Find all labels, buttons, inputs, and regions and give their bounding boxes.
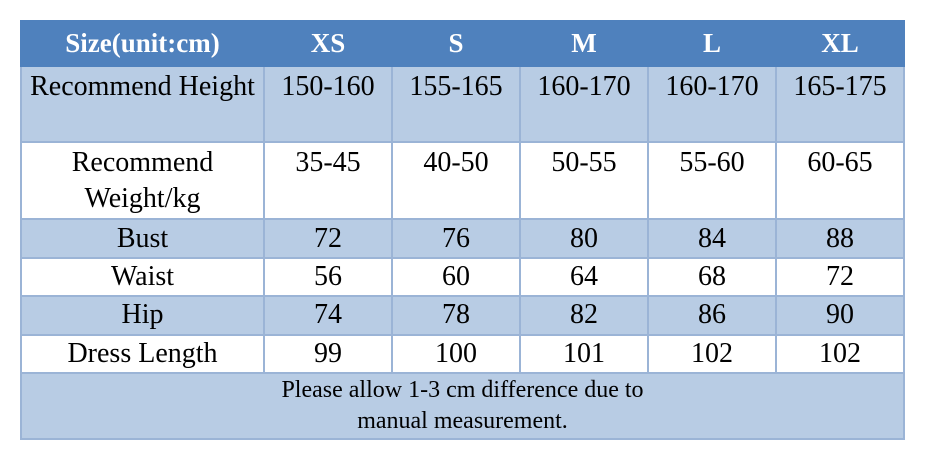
value-cell: 72 <box>775 256 905 298</box>
row-label: Hip <box>20 295 265 336</box>
value-cell: 100 <box>391 333 521 375</box>
value-cell: 101 <box>519 333 649 375</box>
value-cell: 56 <box>263 256 393 298</box>
value-cell: 55-60 <box>647 141 777 221</box>
table-row: Dress Length 99 100 101 102 102 <box>20 333 905 375</box>
value-cell: 160-170 <box>647 64 777 144</box>
table-body: Size(unit:cm) XS S M L XL Recommend Height 150-… <box>20 20 905 440</box>
value-cell: 150-160 <box>263 64 393 144</box>
value-cell: 86 <box>647 295 777 336</box>
header-row: Size(unit:cm) XS S M L XL <box>20 20 905 67</box>
value-cell: 82 <box>519 295 649 336</box>
value-cell: 60 <box>391 256 521 298</box>
table-row: Bust 72 76 80 84 88 <box>20 218 905 259</box>
header-cell: L <box>647 20 777 67</box>
value-cell: 102 <box>775 333 905 375</box>
value-cell: 50-55 <box>519 141 649 221</box>
header-cell: XL <box>775 20 905 67</box>
table-row: Hip 74 78 82 86 90 <box>20 295 905 336</box>
size-table: Size(unit:cm) XS S M L XL Recommend Height 150-… <box>20 20 905 440</box>
note-line: manual measurement. <box>357 408 568 435</box>
value-cell: 64 <box>519 256 649 298</box>
table-row: Recommend Height 150-160 155-165 160-170 160… <box>20 64 905 144</box>
value-cell: 102 <box>647 333 777 375</box>
value-cell: 84 <box>647 218 777 259</box>
value-cell: 78 <box>391 295 521 336</box>
header-cell: S <box>391 20 521 67</box>
value-cell: 90 <box>775 295 905 336</box>
value-cell: 74 <box>263 295 393 336</box>
value-cell: 88 <box>775 218 905 259</box>
value-cell: 35-45 <box>263 141 393 221</box>
value-cell: 160-170 <box>519 64 649 144</box>
value-cell: 60-65 <box>775 141 905 221</box>
row-label: Recommend Weight/kg <box>20 141 265 221</box>
value-cell: 72 <box>263 218 393 259</box>
row-label: Waist <box>20 256 265 298</box>
note-line: Please allow 1-3 cm difference due to <box>281 377 644 404</box>
value-cell: 40-50 <box>391 141 521 221</box>
row-label: Recommend Height <box>20 64 265 144</box>
value-cell: 99 <box>263 333 393 375</box>
note-cell: Please allow 1-3 cm difference due to man… <box>20 372 905 440</box>
note-row: Please allow 1-3 cm difference due to man… <box>20 372 905 440</box>
value-cell: 76 <box>391 218 521 259</box>
table-row: Recommend Weight/kg 35-45 40-50 50-55 55-60 6… <box>20 141 905 221</box>
table-row: Waist 56 60 64 68 72 <box>20 256 905 298</box>
value-cell: 155-165 <box>391 64 521 144</box>
header-cell: M <box>519 20 649 67</box>
row-label: Dress Length <box>20 333 265 375</box>
value-cell: 68 <box>647 256 777 298</box>
row-label: Bust <box>20 218 265 259</box>
header-cell: XS <box>263 20 393 67</box>
value-cell: 80 <box>519 218 649 259</box>
value-cell: 165-175 <box>775 64 905 144</box>
header-cell: Size(unit:cm) <box>20 20 265 67</box>
